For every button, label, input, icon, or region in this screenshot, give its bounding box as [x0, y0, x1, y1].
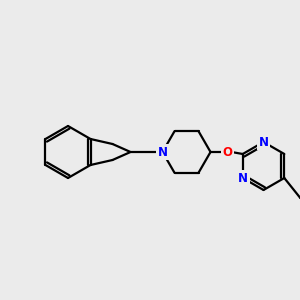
Text: O: O: [223, 146, 232, 158]
Text: N: N: [238, 172, 248, 184]
Text: N: N: [259, 136, 269, 148]
Text: N: N: [158, 146, 167, 158]
